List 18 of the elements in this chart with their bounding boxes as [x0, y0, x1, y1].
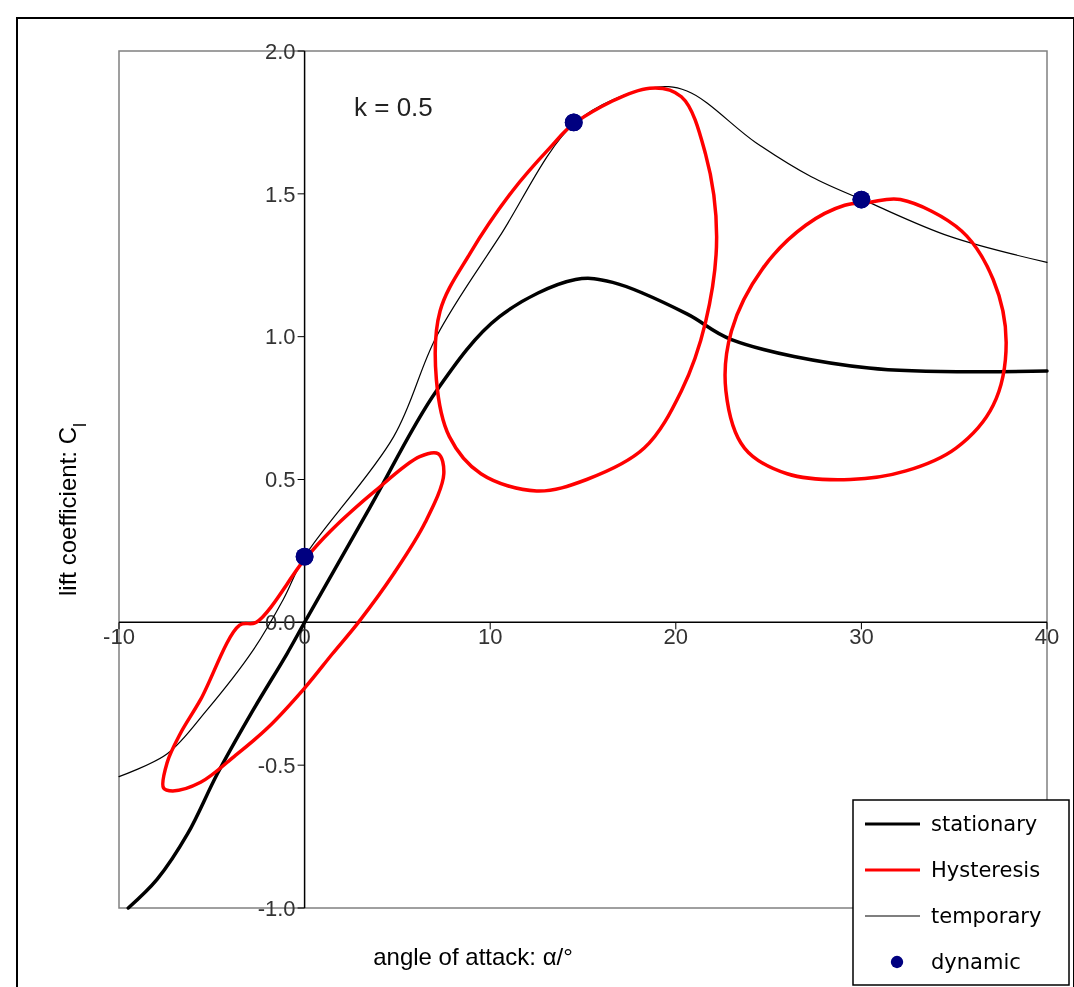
x-tick-label: -10: [103, 624, 135, 650]
x-tick-label: 10: [477, 624, 503, 650]
point: [852, 190, 871, 209]
legend-label: stationary: [931, 812, 1038, 837]
y-tick-label: -0.5: [257, 752, 296, 778]
x-tick-label: 20: [663, 624, 689, 650]
legend-label: temporary: [931, 904, 1042, 929]
x-tick-label: 40: [1034, 624, 1060, 650]
x-axis-title: angle of attack: α/°: [373, 943, 573, 970]
x-tick-label: 30: [849, 624, 874, 650]
y-tick-label: 0.5: [265, 467, 296, 493]
annotation: k = 0.5: [354, 92, 433, 122]
y-tick-label: 1.0: [265, 324, 296, 350]
y-tick-label: 1.5: [265, 181, 296, 207]
y-tick-label: 2.0: [265, 38, 296, 64]
y-tick-label: -1.0: [257, 895, 296, 921]
legend-label: Hysteresis: [931, 858, 1041, 883]
legend-label: dynamic: [931, 950, 1021, 975]
